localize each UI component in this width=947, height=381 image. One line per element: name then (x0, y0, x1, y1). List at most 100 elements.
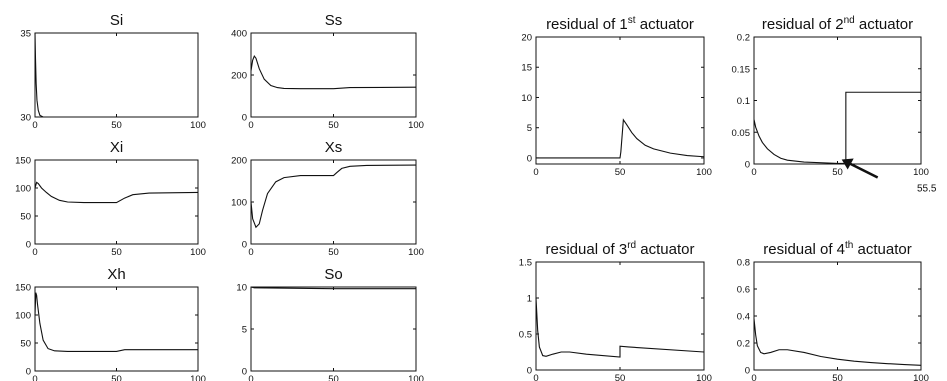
panel-9-xtick-label: 50 (615, 373, 626, 381)
panel-7-ytick-label: 10 (521, 93, 532, 104)
panel-9: residual of 3rd actuator 0 50 100 0 0.5 1 1.5 (519, 240, 712, 381)
panel-7-ytick-label: 0 (527, 153, 532, 164)
panel-10-xtick-label: 100 (913, 373, 929, 381)
panel-5-xtick-label: 50 (111, 374, 122, 381)
panel-8-xtick-label: 0 (751, 167, 756, 178)
panel-4-ytick-label: 100 (231, 198, 247, 209)
panel-1: Si 0 50 100 30 35 (20, 12, 206, 131)
panel-7: residual of 1st actuator 0 50 100 0 5 10 15 20 (521, 15, 712, 178)
panel-6-ytick-label: 10 (236, 283, 247, 294)
panel-10-series-line (753, 318, 922, 366)
panel-8-xtick-label: 100 (913, 167, 929, 178)
panel-7-xtick-label: 0 (533, 167, 538, 178)
panel-9-ytick-label: 0 (527, 366, 532, 377)
panel-8-xtick-label: 50 (832, 167, 843, 178)
panel-2: Ss 0 50 100 0 200 400 (231, 12, 424, 131)
panel-3-ytick-label: 50 (20, 212, 31, 223)
panel-9-series-line (535, 297, 705, 358)
panel-5-ytick-label: 150 (15, 283, 31, 294)
panel-4-ytick-label: 200 (231, 156, 247, 167)
panel-10-title: residual of 4th actuator (763, 240, 911, 258)
panel-7-xtick-label: 50 (615, 167, 626, 178)
panel-7-ytick-label: 5 (527, 123, 532, 134)
panel-10-ytick-label: 0 (745, 366, 750, 377)
panel-7-series-line (536, 118, 705, 159)
panel-8-annotation-arrow-shaft (849, 162, 879, 179)
panel-2-xtick-label: 50 (328, 120, 339, 131)
panel-10-axes-frame (753, 261, 922, 371)
panel-1-xtick-label: 0 (32, 120, 37, 131)
panel-10-xtick-label: 0 (751, 373, 756, 381)
panel-8-title-main: residual of 2 (762, 16, 844, 33)
panel-5-axes-frame (34, 286, 199, 372)
panel-2-series-line (250, 55, 417, 90)
panel-5-xtick-label: 0 (32, 374, 37, 381)
panel-8-annotation-label: 55.5 (917, 183, 937, 194)
panel-3: Xi 0 50 100 0 50 100 150 (15, 139, 206, 258)
panel-7-title: residual of 1st actuator (546, 15, 694, 33)
panel-10-ytick-label: 0.2 (737, 339, 750, 350)
panel-10-title-end: actuator (853, 241, 911, 258)
panel-10-ytick-label: 0.8 (737, 258, 750, 269)
panel-6: So 0 50 100 0 5 10 (236, 266, 424, 381)
panel-10: residual of 4th actuator 0 50 100 0 0.2 0.4 0.6… (737, 240, 929, 381)
panel-7-axes-frame (535, 36, 705, 165)
panel-5-ytick-label: 100 (15, 311, 31, 322)
panel-2-ytick-label: 200 (231, 71, 247, 82)
panel-5-title: Xh (107, 266, 125, 283)
panel-3-ytick-label: 150 (15, 156, 31, 167)
panel-3-xtick-label: 0 (32, 247, 37, 258)
panel-2-ytick-label: 400 (231, 29, 247, 40)
panel-9-ytick-label: 1 (527, 294, 532, 305)
panel-6-ytick-label: 5 (242, 325, 247, 336)
panel-7-xtick-label: 100 (696, 167, 712, 178)
panel-1-series-line (34, 32, 198, 118)
panel-2-title: Ss (325, 12, 343, 29)
panel-3-series-line (34, 181, 199, 204)
panel-1-axes-frame (34, 32, 199, 118)
panel-9-ytick-label: 0.5 (519, 330, 532, 341)
panel-10-title-main: residual of 4 (763, 241, 845, 258)
panel-4-ytick-label: 0 (242, 240, 247, 251)
panel-6-axes-frame (250, 286, 417, 372)
panel-10-ytick-label: 0.4 (737, 312, 750, 323)
panel-9-title-superscript: rd (627, 240, 636, 251)
panel-5-xtick-label: 100 (190, 374, 206, 381)
panel-2-ytick-label: 0 (242, 113, 247, 124)
panel-7-title-end: actuator (636, 16, 694, 33)
panel-3-title: Xi (110, 139, 123, 156)
panel-8-ytick-label: 0.1 (737, 96, 750, 107)
panel-8-ytick-label: 0.2 (737, 33, 750, 44)
panel-5-ytick-label: 50 (20, 339, 31, 350)
panel-9-title: residual of 3rd actuator (546, 240, 695, 258)
panel-4-xtick-label: 50 (328, 247, 339, 258)
panel-2-axes-frame (250, 32, 417, 118)
panel-2-xtick-label: 0 (248, 120, 253, 131)
panel-1-xtick-label: 50 (111, 120, 122, 131)
panel-9-xtick-label: 0 (533, 373, 538, 381)
panel-9-title-end: actuator (636, 241, 694, 258)
panel-1-ytick-label: 30 (20, 113, 31, 124)
panel-5: Xh 0 50 100 0 50 100 150 (15, 266, 206, 381)
panel-10-xtick-label: 50 (832, 373, 843, 381)
panel-8-annotation-arrow-head (841, 158, 854, 170)
panel-8-ytick-label: 0.05 (732, 128, 751, 139)
panel-8-title-superscript: nd (844, 15, 855, 26)
panel-6-xtick-label: 0 (248, 374, 253, 381)
panel-9-xtick-label: 100 (696, 373, 712, 381)
panel-1-ytick-label: 35 (20, 29, 31, 40)
panel-10-ytick-label: 0.6 (737, 285, 750, 296)
panel-6-series-line (250, 286, 416, 290)
panel-7-ytick-label: 15 (521, 63, 532, 74)
panel-6-ytick-label: 0 (242, 367, 247, 378)
panel-4-title: Xs (325, 139, 343, 156)
panel-8-ytick-label: 0 (745, 160, 750, 171)
panel-5-ytick-label: 0 (26, 367, 31, 378)
panel-9-ytick-label: 1.5 (519, 258, 532, 269)
panel-7-ytick-label: 20 (521, 33, 532, 44)
panel-4: Xs 0 50 100 0 100 200 (231, 139, 424, 258)
panel-5-series-line (34, 292, 198, 352)
panel-6-title: So (324, 266, 342, 283)
panel-6-xtick-label: 50 (328, 374, 339, 381)
